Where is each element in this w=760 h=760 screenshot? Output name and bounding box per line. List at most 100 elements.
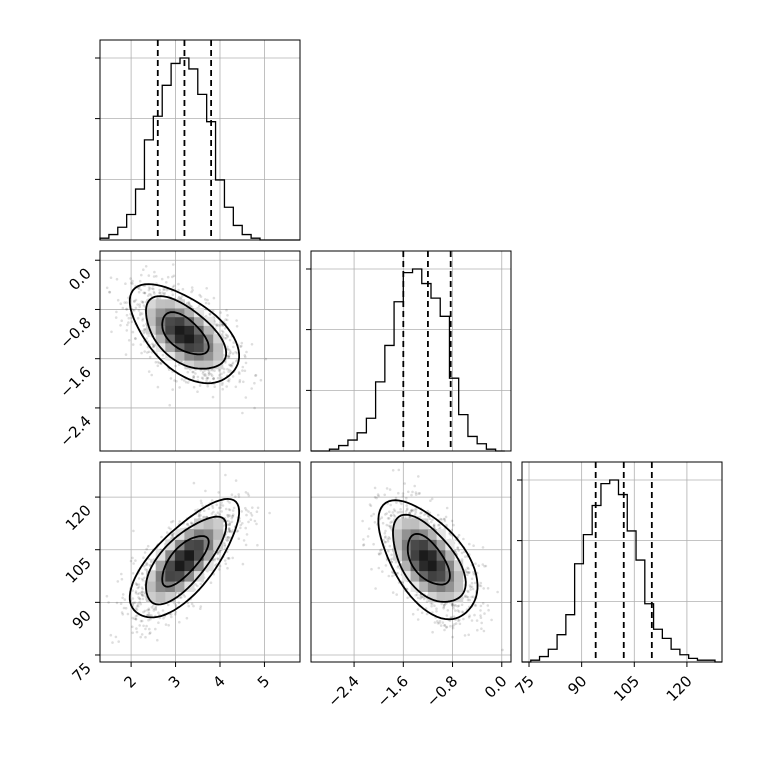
scatter-point [397,564,400,568]
scatter-point [138,600,141,604]
scatter-point [460,551,464,555]
scatter-point [135,627,138,630]
scatter-point [228,338,232,342]
density-cell [165,342,176,352]
scatter-point [231,515,235,518]
scatter-point [486,587,490,590]
scatter-point [401,492,405,495]
scatter-point [465,595,469,598]
scatter-point [453,603,456,607]
scatter-point [136,602,140,606]
scatter-point [454,622,458,625]
scatter-point [141,300,145,304]
scatter-point [213,557,217,561]
scatter-point [478,584,481,587]
scatter-point [150,614,153,617]
scatter-point [368,503,372,506]
scatter-point [145,337,148,340]
scatter-point [161,353,165,357]
density-cell [174,308,185,318]
scatter-point [149,560,153,564]
scatter-point [463,634,467,637]
scatter-point [152,290,156,294]
scatter-point [418,515,422,519]
scatter-point [199,295,203,298]
scatter-point [143,350,146,353]
scatter-point [469,588,472,591]
scatter-point [131,279,134,283]
scatter-point [445,614,449,617]
scatter-point [133,601,137,604]
density-cell [165,325,176,335]
scatter-point [380,548,383,551]
scatter-point [439,517,442,521]
scatter-point [140,312,144,316]
scatter-point [131,330,135,334]
scatter-point [229,530,232,533]
scatter-point [370,567,373,571]
scatter-point [142,304,146,307]
scatter-point [183,595,187,598]
density-cell [454,581,464,592]
scatter-point [217,324,221,327]
scatter-point [388,537,392,540]
scatter-point [244,506,247,510]
scatter-point [480,621,484,625]
scatter-point [206,384,209,388]
scatter-point [221,381,224,385]
scatter-point [213,322,216,326]
scatter-point [451,626,455,630]
density-cell [184,560,195,572]
scatter-point [196,390,199,394]
scatter-point [264,357,268,361]
scatter-point [146,294,150,298]
scatter-point [144,328,147,332]
scatter-point [239,526,242,530]
scatter-point [481,563,485,566]
density-cell [213,351,224,361]
scatter-point [192,370,195,374]
density-cell [419,539,429,551]
scatter-point [416,596,420,600]
scatter-point [443,623,447,627]
scatter-point [135,630,139,634]
scatter-point [430,520,433,524]
y-tick-label-p1: 0.0 [65,264,95,294]
scatter-point [143,591,146,594]
scatter-point [464,555,467,558]
density-cell [436,529,446,540]
scatter-point [253,406,256,410]
scatter-point [140,577,144,581]
scatter-point [207,373,211,377]
scatter-point [452,615,456,618]
scatter-point [429,601,433,605]
scatter-point [220,383,224,387]
scatter-point [247,510,250,513]
scatter-point [384,564,388,567]
scatter-point [419,595,423,599]
scatter-point [228,521,232,524]
scatter-point [186,601,190,605]
scatter-point [484,564,488,568]
scatter-point [188,303,191,307]
density-cell [194,308,205,318]
scatter-point [240,341,244,345]
scatter-point [396,566,400,569]
scatter-point [231,361,235,365]
scatter-point [151,345,155,349]
scatter-point [218,564,222,568]
scatter-point [441,621,445,624]
scatter-point [145,547,148,551]
panel-content [361,468,504,652]
scatter-point [445,506,449,510]
scatter-point [464,594,467,597]
scatter-point [467,590,470,594]
scatter-point [156,364,160,368]
scatter-point [132,529,135,533]
scatter-point [450,615,453,619]
scatter-point [255,522,258,526]
x-tick-label-p1: −1.6 [374,672,412,710]
scatter-point [227,513,230,517]
scatter-point [225,318,229,322]
scatter-point [147,350,151,354]
